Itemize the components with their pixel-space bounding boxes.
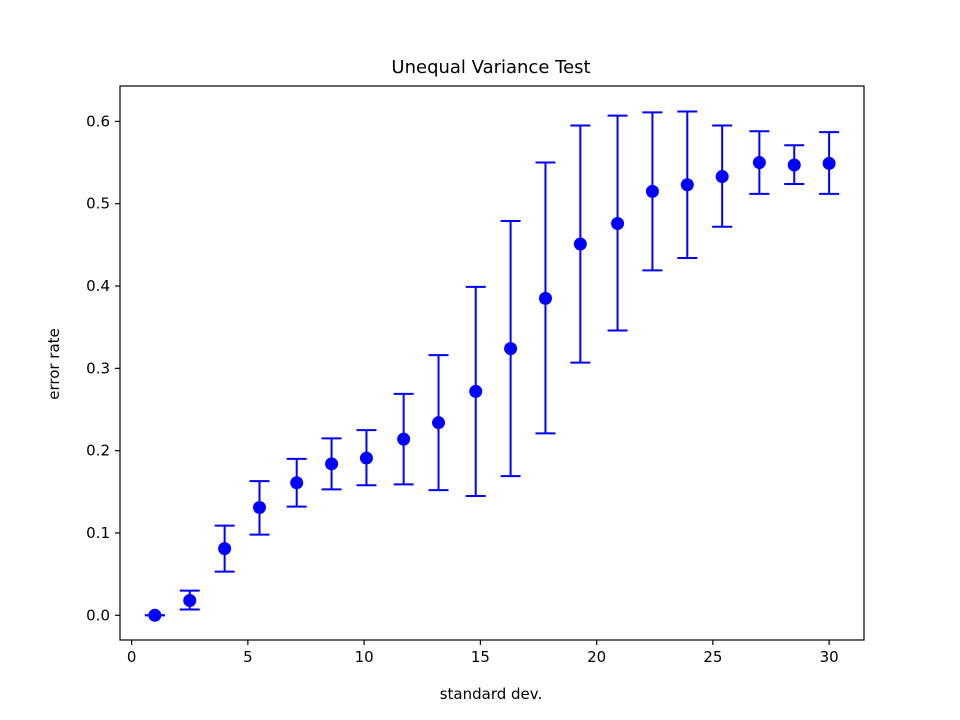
x-tick-label: 0 [127, 648, 137, 666]
data-point [469, 384, 483, 398]
data-point [397, 432, 411, 446]
x-axis-ticks: 0 5 10 15 20 25 30 [127, 640, 839, 666]
x-axis-label: standard dev. [440, 685, 543, 703]
x-tick-label: 15 [471, 648, 490, 666]
y-tick-label: 0.0 [86, 606, 110, 624]
data-point [432, 416, 446, 430]
data-point [573, 237, 587, 251]
data-point [183, 593, 197, 607]
y-tick-label: 0.1 [86, 524, 110, 542]
x-tick-label: 10 [355, 648, 374, 666]
data-point [611, 216, 625, 230]
data-point [787, 158, 801, 172]
y-axis-label: error rate [45, 328, 63, 400]
x-tick-label: 20 [587, 648, 606, 666]
y-axis-ticks: 0.0 0.1 0.2 0.3 0.4 0.5 0.6 [86, 112, 120, 624]
data-point [218, 542, 232, 556]
data-point [504, 342, 518, 356]
error-bars [144, 110, 840, 617]
data-point [752, 156, 766, 170]
data-point [253, 500, 266, 514]
data-point [538, 291, 552, 305]
x-tick-label: 30 [820, 648, 839, 666]
y-tick-label: 0.6 [86, 112, 110, 130]
plot-frame [119, 85, 865, 641]
data-point [715, 170, 729, 184]
data-point [290, 476, 304, 490]
data-point [359, 451, 373, 465]
y-tick-label: 0.2 [86, 442, 110, 460]
y-tick-label: 0.5 [86, 195, 110, 213]
chart-title: Unequal Variance Test [391, 57, 590, 78]
x-tick-label: 25 [703, 648, 722, 666]
x-tick-label: 5 [243, 648, 253, 666]
data-point [822, 156, 836, 170]
data-point [148, 608, 162, 622]
data-point [645, 184, 659, 198]
data-points [148, 156, 836, 622]
data-point [325, 457, 339, 471]
data-point [680, 178, 694, 192]
y-tick-label: 0.4 [86, 277, 110, 295]
y-tick-label: 0.3 [86, 359, 110, 377]
